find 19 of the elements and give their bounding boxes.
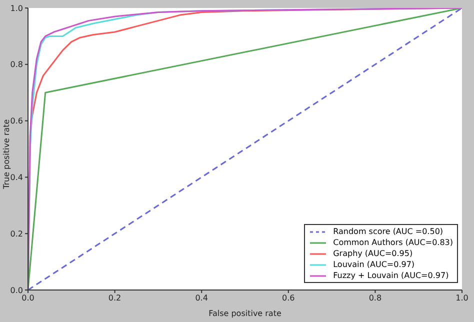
y-tick-label: 0.4 — [10, 173, 23, 182]
y-tick-label: 0.2 — [10, 229, 23, 238]
y-tick-label: 0.6 — [10, 116, 23, 126]
x-axis-title: False positive rate — [208, 309, 282, 318]
x-tick-label: 1.0 — [456, 294, 468, 303]
y-tick-label: 0.0 — [10, 286, 23, 295]
x-tick-label: 0.2 — [108, 294, 122, 303]
x-tick-label: 0.0 — [22, 294, 34, 303]
legend-label: Graphy (AUC=0.95) — [333, 248, 413, 259]
legend-label: Common Authors (AUC=0.83) — [333, 237, 453, 248]
x-tick-label: 0.8 — [368, 294, 382, 303]
legend-label: Louvain (AUC=0.97) — [333, 259, 415, 270]
x-tick-label: 0.4 — [195, 294, 208, 303]
legend-label: Random score (AUC =0.50) — [333, 226, 444, 237]
y-axis-title: True positive rate — [2, 119, 11, 190]
x-tick-label: 0.6 — [282, 294, 295, 303]
legend-label: Fuzzy + Louvain (AUC=0.97) — [333, 270, 449, 281]
y-tick-label: 0.8 — [10, 60, 23, 70]
y-tick-label: 1.0 — [10, 4, 23, 13]
